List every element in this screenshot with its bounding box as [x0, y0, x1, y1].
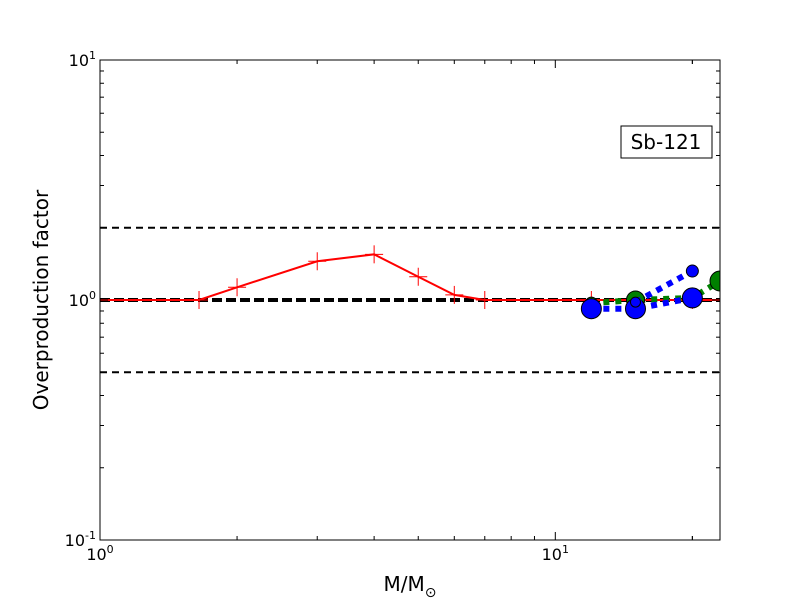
y-tick-label: 100: [69, 289, 96, 310]
data-point: [629, 296, 641, 308]
x-axis-label: M/M⊙: [384, 572, 437, 600]
data-series: [100, 245, 720, 320]
data-point: [709, 270, 720, 292]
series-line: [591, 278, 720, 307]
data-point: [580, 298, 602, 320]
y-tick-label: 101: [69, 49, 96, 70]
series-line: [591, 294, 693, 312]
y-tick-label: 10-1: [65, 529, 96, 550]
annotation-box: Sb-121: [620, 125, 713, 159]
y-axis-label: Overproduction factor: [29, 189, 53, 410]
x-tick-label: 100: [86, 543, 113, 564]
data-point: [681, 287, 703, 309]
annotation-label: Sb-121: [631, 130, 702, 154]
x-tick-label: 101: [542, 543, 569, 564]
data-point: [685, 264, 699, 278]
